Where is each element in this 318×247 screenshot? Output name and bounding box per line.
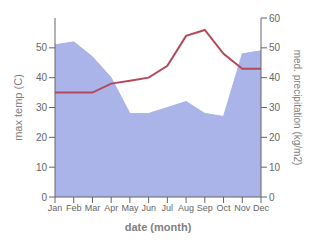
svg-text:Jan: Jan — [48, 203, 63, 213]
svg-text:20: 20 — [269, 132, 281, 143]
svg-text:20: 20 — [36, 132, 48, 143]
svg-text:date (month): date (month) — [125, 221, 192, 233]
svg-text:Dec: Dec — [253, 203, 270, 213]
svg-text:Feb: Feb — [66, 203, 82, 213]
svg-text:60: 60 — [269, 13, 281, 24]
svg-text:10: 10 — [269, 162, 281, 173]
svg-text:Apr: Apr — [104, 203, 118, 213]
svg-text:40: 40 — [269, 72, 281, 83]
svg-text:med. precipitation (kg/m2): med. precipitation (kg/m2) — [292, 50, 303, 166]
svg-text:50: 50 — [36, 42, 48, 53]
svg-text:Nov: Nov — [234, 203, 251, 213]
svg-text:May: May — [121, 203, 139, 213]
svg-text:30: 30 — [36, 102, 48, 113]
svg-text:0: 0 — [269, 192, 275, 203]
svg-text:Aug: Aug — [178, 203, 194, 213]
svg-text:30: 30 — [269, 102, 281, 113]
svg-text:10: 10 — [36, 162, 48, 173]
svg-text:Oct: Oct — [217, 203, 232, 213]
svg-text:Jun: Jun — [141, 203, 156, 213]
svg-text:50: 50 — [269, 42, 281, 53]
svg-text:40: 40 — [36, 72, 48, 83]
svg-text:Sep: Sep — [197, 203, 213, 213]
svg-text:0: 0 — [41, 192, 47, 203]
svg-text:Jul: Jul — [162, 203, 174, 213]
svg-text:Mar: Mar — [85, 203, 101, 213]
svg-text:max temp (C): max temp (C) — [12, 74, 24, 141]
